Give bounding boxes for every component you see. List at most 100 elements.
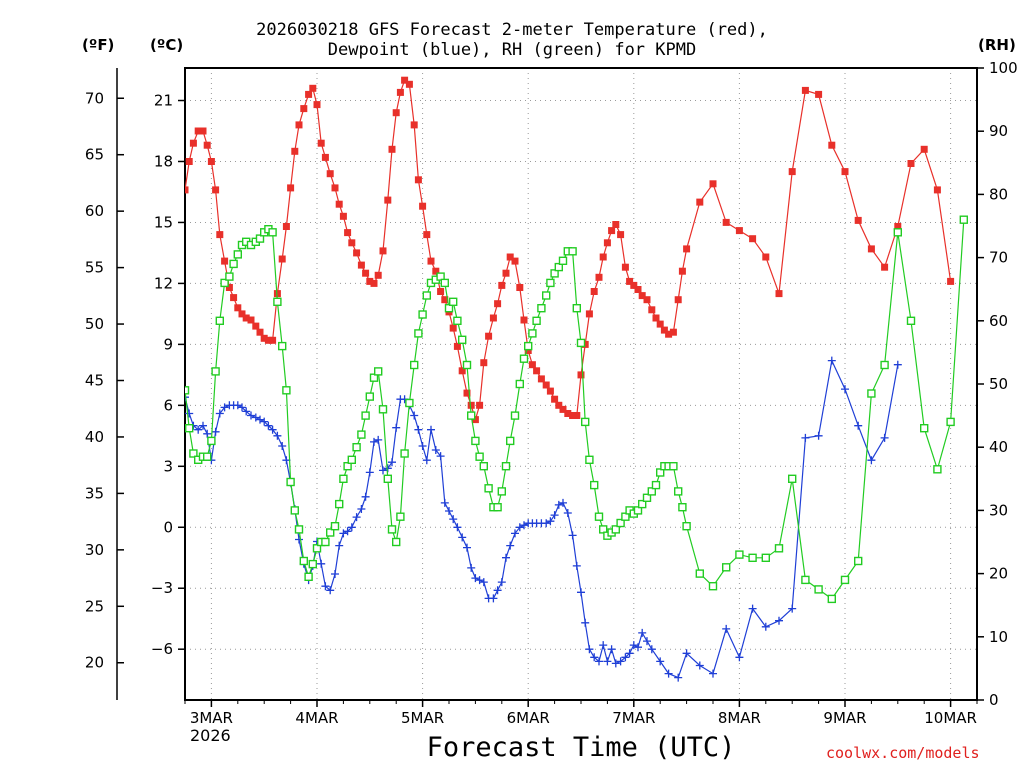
temperature-point xyxy=(252,322,260,330)
rh-point xyxy=(519,354,529,363)
temperature-point xyxy=(907,160,915,167)
temperature-point xyxy=(867,245,875,253)
temperature-point xyxy=(384,196,392,204)
temperature-point xyxy=(585,310,593,318)
temperature-point xyxy=(441,296,449,304)
dewpoint-point xyxy=(735,653,744,662)
fahrenheit-tick-label: 60 xyxy=(85,202,104,220)
temperature-point xyxy=(282,223,290,230)
temperature-point xyxy=(410,121,418,129)
rh-point xyxy=(233,250,243,259)
rh-point xyxy=(422,291,431,300)
rh-point xyxy=(387,525,397,534)
temperature-point xyxy=(467,401,475,409)
dewpoint-point xyxy=(449,515,458,524)
dewpoint-line xyxy=(185,358,899,679)
dewpoint-point xyxy=(775,616,783,625)
rh-tick-label: 30 xyxy=(989,501,1008,519)
temperature-point xyxy=(617,231,625,239)
temperature-point xyxy=(674,296,682,304)
temperature-point xyxy=(414,176,422,184)
dewpoint-point xyxy=(643,637,651,646)
source-credit: coolwx.com/models xyxy=(826,744,980,762)
rh-tick-label: 60 xyxy=(989,312,1008,330)
dewpoint-point xyxy=(445,507,453,515)
temperature-point xyxy=(317,139,325,147)
temperature-point xyxy=(696,198,704,206)
rh-point xyxy=(827,594,836,604)
dewpoint-point xyxy=(203,429,212,438)
rh-point xyxy=(290,506,299,515)
fahrenheit-tick-label: 55 xyxy=(85,259,104,277)
rh-point xyxy=(339,474,348,483)
rh-point xyxy=(273,297,282,306)
x-tick-label: 7MAR xyxy=(612,709,655,727)
dewpoint-point xyxy=(616,657,625,666)
temperature-point xyxy=(437,288,445,295)
dewpoint-point xyxy=(352,513,361,522)
rh-tick-label: 50 xyxy=(989,375,1008,393)
temperature-point xyxy=(854,216,862,224)
year-label: 2026 xyxy=(190,726,231,745)
rh-point xyxy=(467,411,476,420)
dewpoint-point xyxy=(379,466,387,475)
rh-point xyxy=(537,304,546,313)
temperature-point xyxy=(194,127,202,135)
temperature-point xyxy=(278,255,286,263)
dewpoint-point xyxy=(392,423,401,432)
temperature-point xyxy=(401,76,409,84)
temperature-point xyxy=(419,202,427,210)
rh-point xyxy=(501,462,511,471)
fahrenheit-tick-label: 65 xyxy=(85,146,104,164)
rh-point xyxy=(479,462,488,471)
rh-point xyxy=(418,310,427,319)
dewpoint-point xyxy=(563,509,572,517)
temperature-point xyxy=(762,253,770,261)
temperature-point xyxy=(300,105,308,113)
fahrenheit-tick-label: 45 xyxy=(85,372,104,390)
temperature-point xyxy=(678,267,686,275)
temperature-point xyxy=(207,158,215,165)
temperature-point xyxy=(432,267,440,275)
x-tick-label: 8MAR xyxy=(718,709,761,727)
rh-tick-label: 10 xyxy=(989,628,1008,646)
rh-point xyxy=(638,499,647,509)
temperature-point xyxy=(749,235,757,243)
temperature-point xyxy=(357,261,365,269)
dewpoint-point xyxy=(590,653,599,662)
rh-point xyxy=(278,341,287,351)
temperature-point xyxy=(841,168,849,176)
dewpoint-point xyxy=(357,505,366,513)
rh-point xyxy=(906,316,916,325)
dewpoint-point xyxy=(695,661,704,670)
dewpoint-point xyxy=(475,576,484,585)
dewpoint-point xyxy=(634,643,642,652)
rh-point xyxy=(185,386,190,395)
dewpoint-point xyxy=(326,586,335,595)
rh-point xyxy=(493,503,502,512)
temperature-point xyxy=(203,141,211,149)
temperature-point xyxy=(230,294,238,302)
temperature-point xyxy=(502,269,510,277)
rh-point xyxy=(444,304,454,313)
dewpoint-point xyxy=(418,442,427,450)
rh-point xyxy=(674,487,683,496)
dewpoint-point xyxy=(682,649,691,658)
celsius-tick-label: 6 xyxy=(163,396,173,414)
temperature-point xyxy=(370,279,378,287)
dewpoint-point xyxy=(295,535,303,544)
rh-point xyxy=(880,360,889,370)
rh-point xyxy=(475,452,484,461)
dewpoint-point xyxy=(515,523,524,532)
temperature-point xyxy=(528,361,536,369)
temperature-point xyxy=(256,328,264,336)
x-tick-label: 3MAR xyxy=(190,709,233,727)
temperature-point xyxy=(463,389,471,397)
dewpoint-point xyxy=(331,570,339,578)
rh-point xyxy=(840,575,850,585)
rh-tick-label: 20 xyxy=(989,565,1008,583)
temperature-point xyxy=(533,367,541,375)
temperature-point xyxy=(185,186,189,194)
temperature-point xyxy=(542,381,550,389)
rh-point xyxy=(656,468,665,477)
